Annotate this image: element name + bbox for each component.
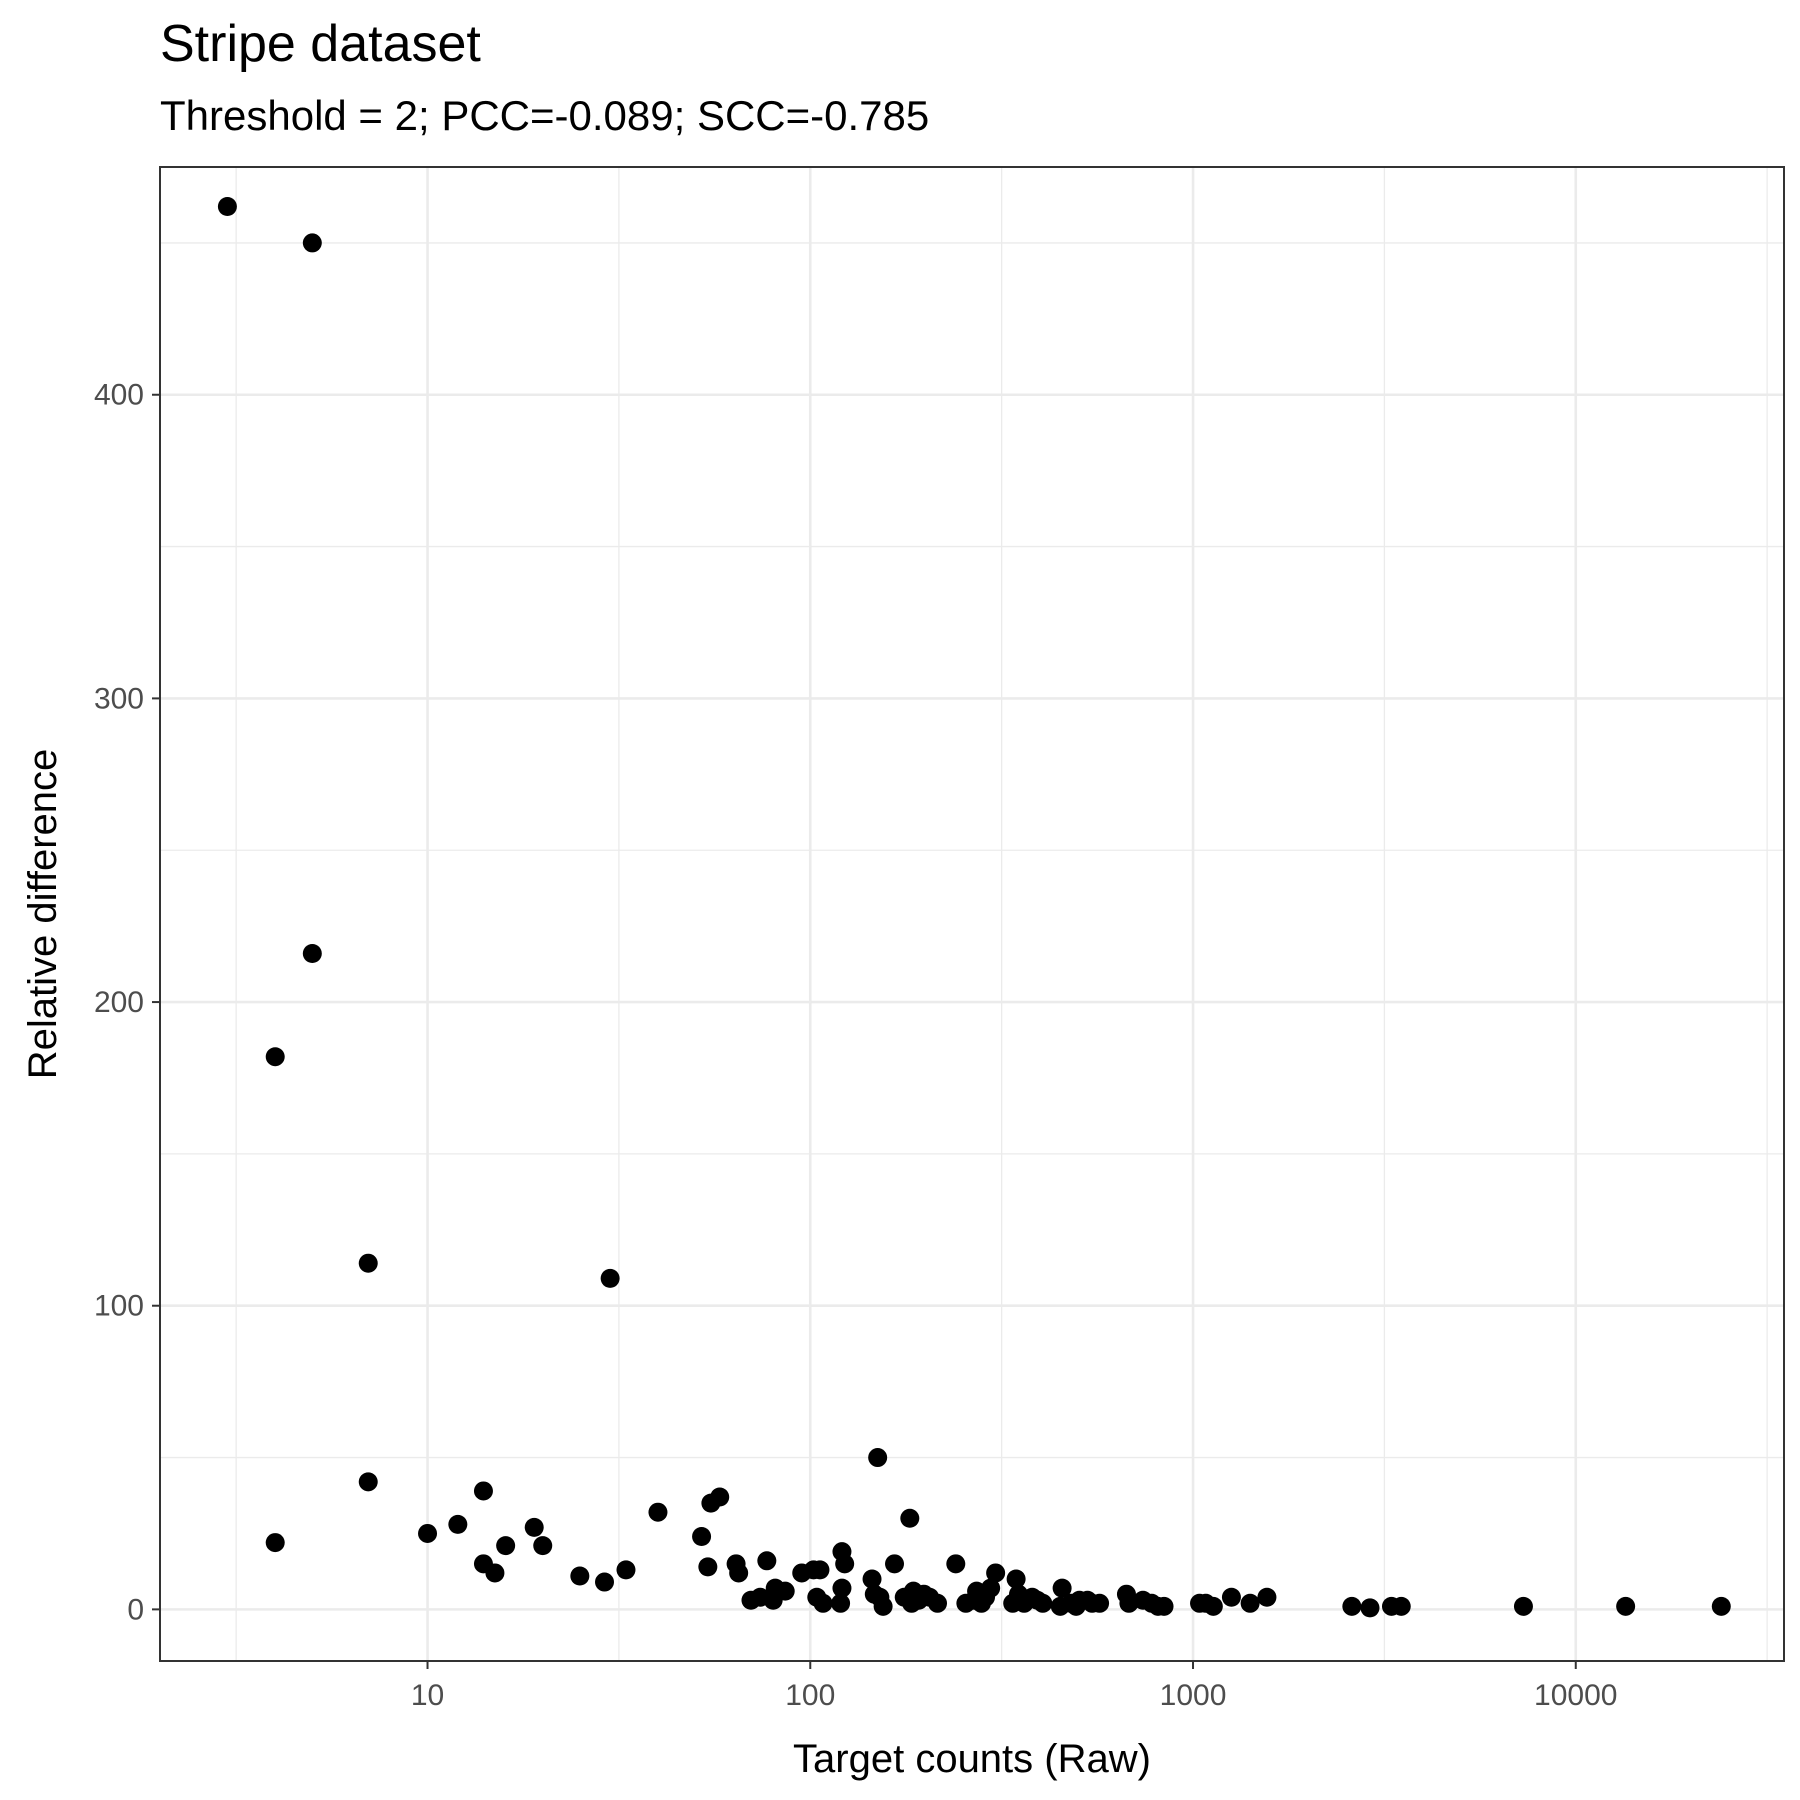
y-tick-label: 400 (94, 379, 144, 412)
x-axis-title: Target counts (Raw) (793, 1737, 1151, 1781)
data-point (524, 1517, 544, 1537)
data-point (885, 1554, 905, 1574)
data-point (757, 1551, 777, 1571)
y-tick-label: 300 (94, 682, 144, 715)
data-point (1203, 1596, 1223, 1616)
data-point (900, 1508, 920, 1528)
data-point (595, 1572, 615, 1592)
data-point (813, 1593, 833, 1613)
data-point (485, 1563, 505, 1583)
data-point (1221, 1587, 1241, 1607)
x-tick-label: 10000 (1534, 1679, 1617, 1712)
data-point (692, 1527, 712, 1546)
data-point (946, 1554, 966, 1574)
plot-panel (160, 167, 1784, 1661)
axes: 0 100 200 300 400 10 100 1000 10000 (94, 379, 1618, 1712)
x-tick-label: 10 (411, 1679, 444, 1712)
y-axis-title: Relative difference (21, 749, 65, 1080)
data-point (1154, 1596, 1174, 1616)
data-point (648, 1502, 668, 1522)
data-point (831, 1593, 851, 1613)
data-point (868, 1448, 888, 1468)
data-point (1052, 1578, 1072, 1598)
data-point (570, 1566, 590, 1586)
data-point (1616, 1596, 1636, 1616)
data-point (710, 1487, 730, 1507)
data-point (1033, 1593, 1053, 1613)
data-point (600, 1268, 620, 1288)
data-point (418, 1523, 438, 1543)
data-point (265, 1533, 285, 1553)
y-tick-label: 100 (94, 1290, 144, 1323)
data-point (729, 1563, 749, 1583)
data-point (832, 1578, 852, 1598)
data-point (1391, 1596, 1411, 1616)
chart-title: Stripe dataset (160, 15, 481, 73)
data-point (698, 1557, 718, 1577)
data-point (775, 1581, 795, 1601)
data-point (302, 943, 322, 963)
y-tick-label: 0 (127, 1593, 144, 1626)
data-point (533, 1536, 553, 1556)
chart-subtitle: Threshold = 2; PCC=-0.089; SCC=-0.785 (160, 92, 930, 139)
data-point (1360, 1598, 1380, 1618)
data-point (1513, 1596, 1533, 1616)
data-point (1257, 1587, 1277, 1607)
data-point (1006, 1569, 1026, 1589)
data-point (496, 1536, 516, 1556)
data-point (1342, 1596, 1362, 1616)
data-point (265, 1047, 285, 1067)
data-point (302, 233, 322, 253)
data-point (1240, 1593, 1260, 1613)
y-tick-label: 200 (94, 986, 144, 1019)
data-point (448, 1514, 468, 1534)
data-points (217, 196, 1731, 1618)
data-point (873, 1596, 893, 1616)
plot-border (159, 166, 1785, 1662)
data-point (473, 1481, 493, 1501)
data-point (1711, 1596, 1731, 1616)
data-point (1090, 1593, 1110, 1613)
data-point (810, 1560, 830, 1580)
data-point (358, 1253, 378, 1273)
x-tick-label: 1000 (1160, 1679, 1227, 1712)
data-point (616, 1560, 636, 1580)
data-point (928, 1593, 948, 1613)
x-tick-label: 100 (785, 1679, 835, 1712)
data-point (217, 196, 237, 216)
data-point (358, 1472, 378, 1492)
data-point (862, 1569, 882, 1589)
data-point (835, 1554, 855, 1574)
data-point (986, 1563, 1006, 1583)
data-point (981, 1578, 1001, 1598)
